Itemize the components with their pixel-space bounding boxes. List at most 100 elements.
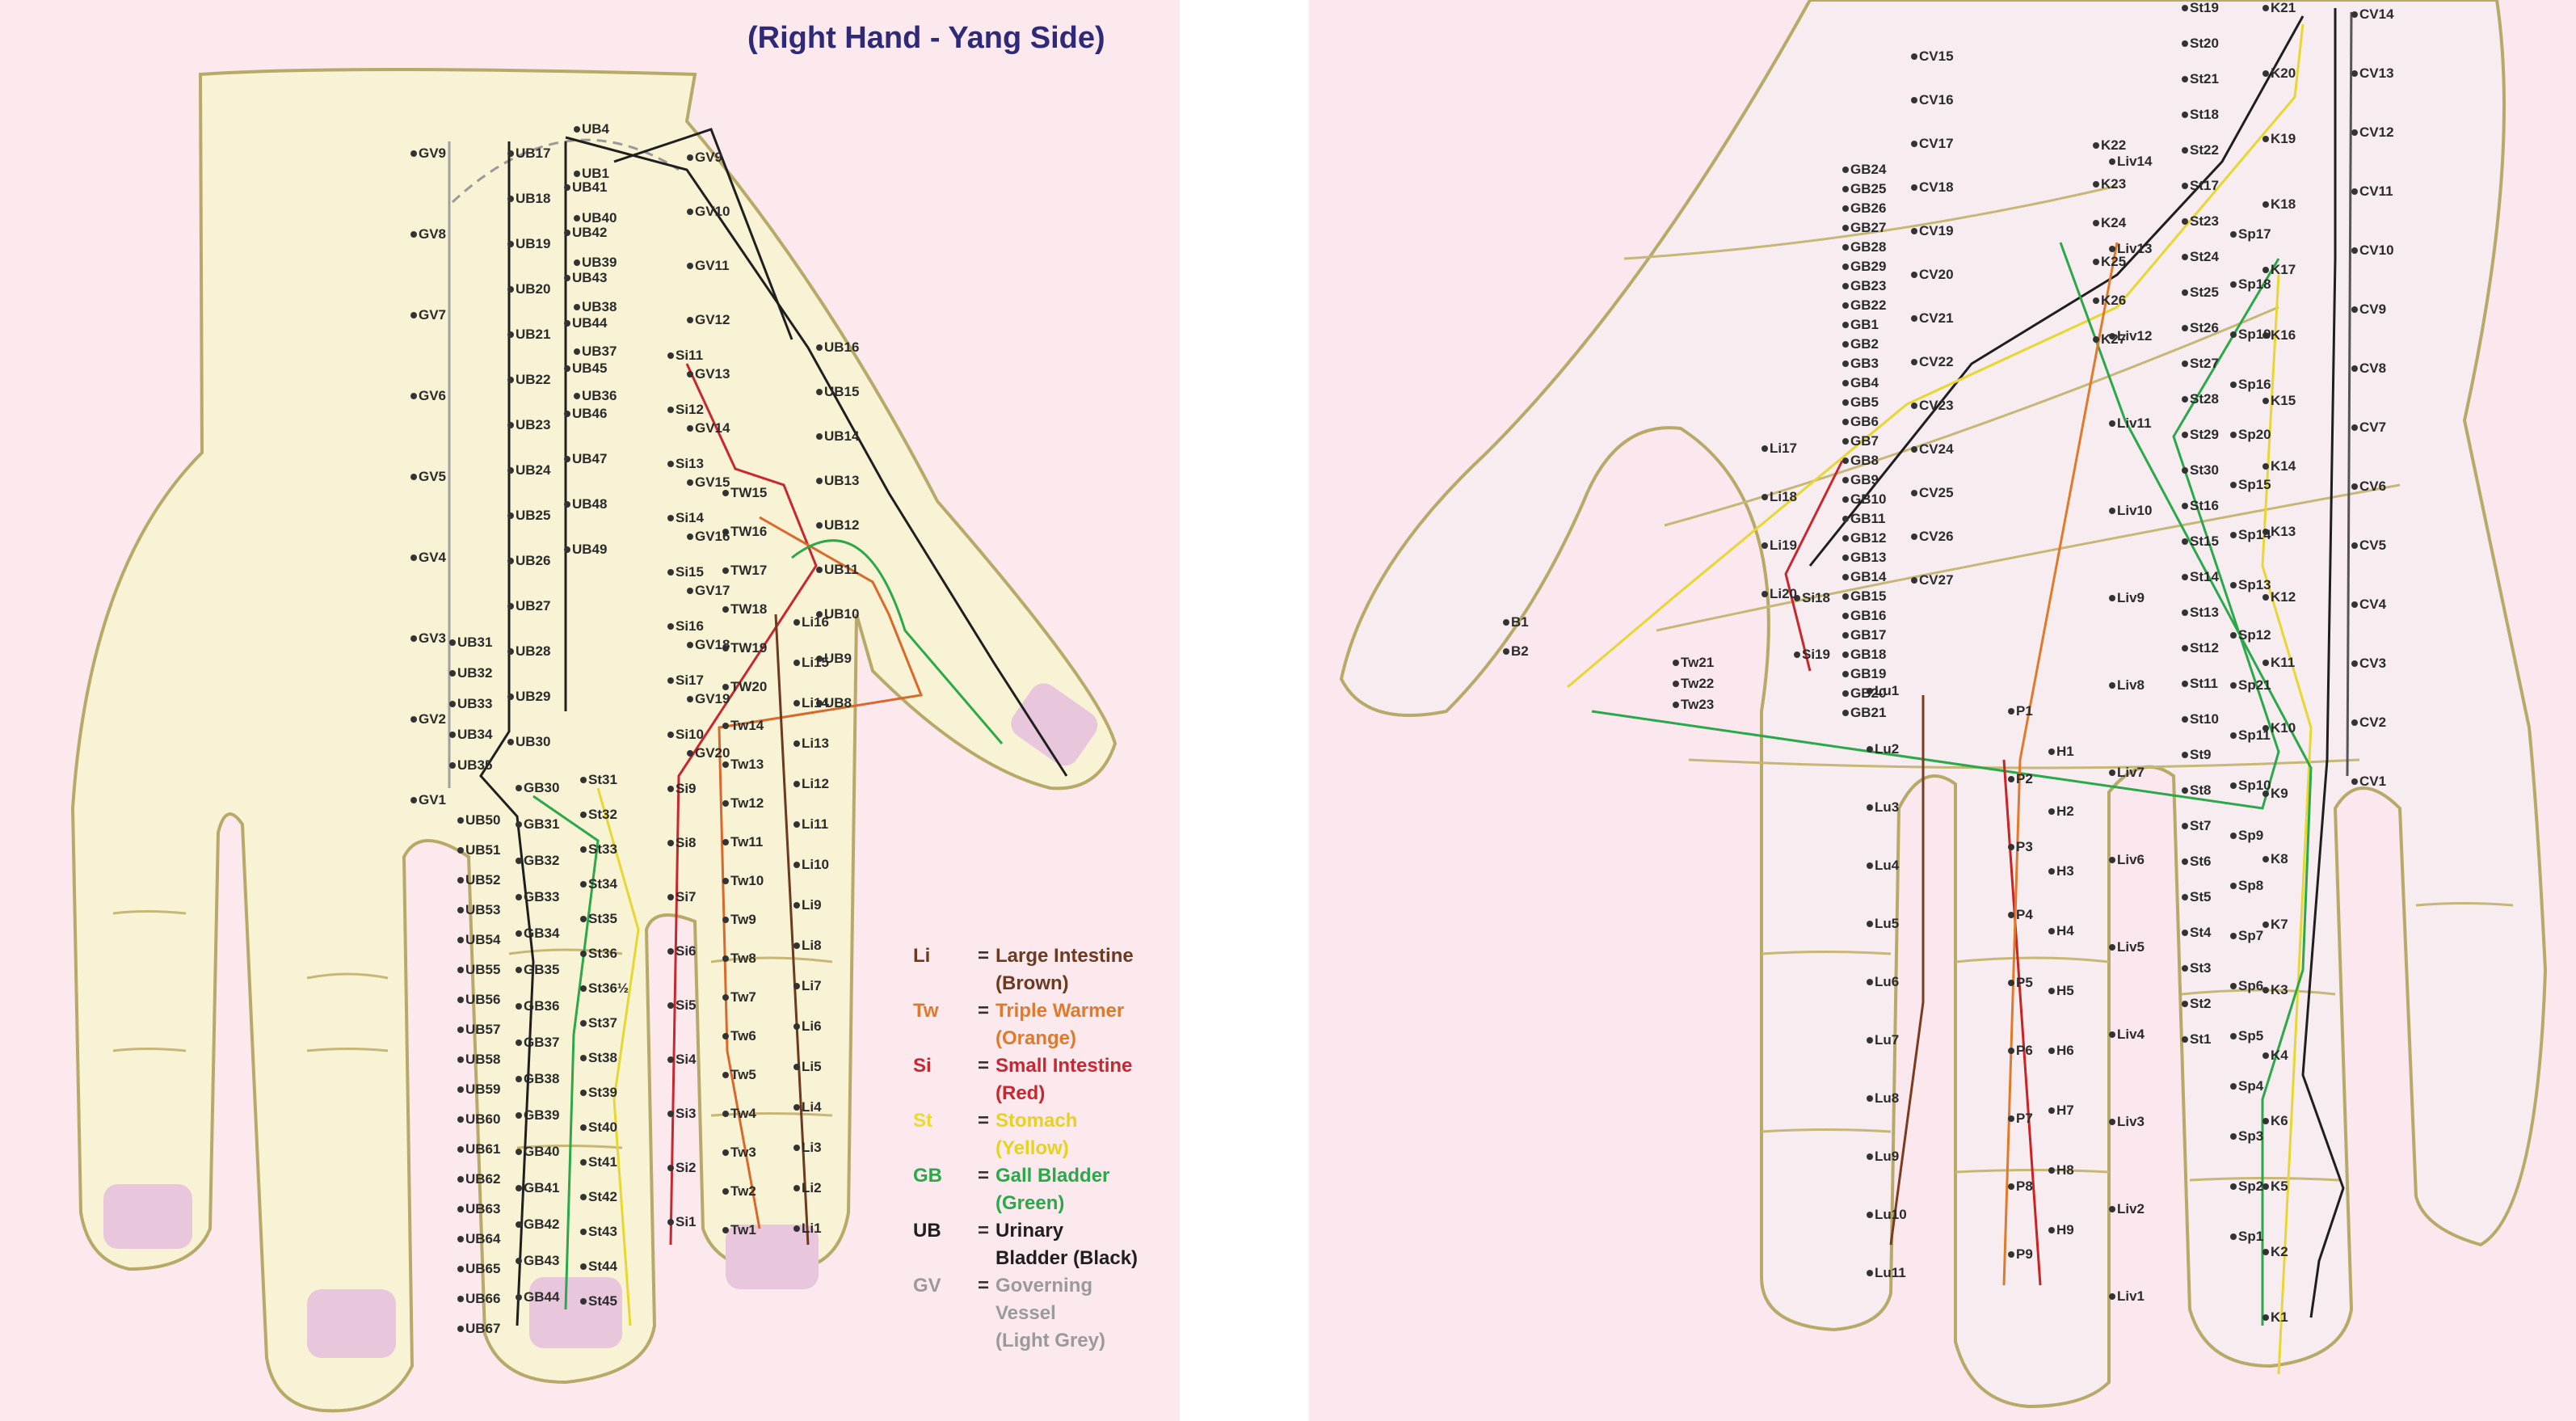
acupoint-marker	[507, 694, 514, 700]
acupoint-marker	[793, 1185, 800, 1191]
acupoint-marker	[564, 456, 570, 462]
acupoint-marker	[507, 467, 514, 474]
acupoint-marker	[1794, 595, 1800, 601]
acupoint-marker	[793, 781, 800, 787]
acupoint-label: GB17	[1850, 627, 1887, 643]
acupoint-marker	[449, 670, 456, 677]
acupoint-label: UB9	[824, 651, 852, 666]
acupoint-label: UB22	[516, 372, 551, 387]
legend-row: GV = Governing Vessel (Light Grey)	[913, 1272, 1189, 1355]
acupoint-label: UB45	[572, 361, 608, 376]
acupoint-marker	[1911, 53, 1917, 60]
acupoint-label: K11	[2271, 655, 2296, 670]
acupoint-marker	[2182, 1036, 2188, 1043]
acupoint-marker	[1842, 341, 1849, 348]
acupoint-marker	[722, 490, 729, 496]
acupoint-label: Si6	[676, 943, 697, 959]
acupoint-marker	[1673, 702, 1679, 708]
acupoint-marker	[722, 839, 729, 845]
acupoint-marker	[667, 786, 674, 792]
acupoint-marker	[1867, 979, 1873, 985]
acupoint-marker	[2048, 1167, 2055, 1174]
acupoint-marker	[2351, 129, 2358, 136]
acupoint-marker	[1842, 186, 1849, 192]
acupoint-label: UB28	[516, 643, 551, 659]
acupoint-label: P3	[2016, 839, 2033, 854]
acupoint-label: H5	[2056, 983, 2074, 998]
acupoint-marker	[816, 478, 823, 484]
acupoint-label: K5	[2271, 1179, 2288, 1194]
acupoint-label: K19	[2271, 131, 2296, 146]
acupoint-marker	[793, 1104, 800, 1111]
acupoint-label: CV1	[2359, 774, 2387, 789]
acupoint-label: Lu1	[1875, 683, 1900, 698]
acupoint-label: UB33	[457, 696, 493, 711]
acupoint-label: St9	[2190, 747, 2212, 762]
acupoint-marker	[507, 241, 514, 247]
acupoint-label: TW15	[730, 485, 768, 500]
acupoint-marker	[2262, 5, 2269, 11]
acupoint-label: Si5	[676, 997, 697, 1013]
acupoint-label: GB28	[1850, 239, 1887, 255]
acupoint-label: K26	[2101, 293, 2127, 308]
acupoint-label: GB13	[1850, 550, 1887, 565]
acupoint-label: UB52	[465, 872, 501, 888]
acupoint-marker	[793, 740, 800, 747]
acupoint-marker	[2182, 396, 2188, 403]
acupoint-label: H3	[2056, 863, 2074, 879]
acupoint-label: CV11	[2359, 183, 2393, 199]
right-hand-panel: CV14 CV13 CV12 CV11 CV10 CV9 CV8 CV7 CV6 CV5 CV4 CV…	[1309, 0, 2576, 1421]
acupoint-marker	[2351, 719, 2358, 726]
acupoint-marker	[2093, 181, 2099, 188]
acupoint-marker	[2048, 928, 2055, 934]
acupoint-marker	[2048, 808, 2055, 815]
acupoint-label: Si9	[676, 781, 697, 796]
acupoint-label: St5	[2190, 889, 2212, 904]
acupoint-marker	[2262, 660, 2269, 666]
acupoint-marker	[816, 656, 823, 662]
acupoint-label: CV15	[1919, 48, 1954, 64]
acupoint-marker	[1842, 264, 1849, 270]
acupoint-label: Tw6	[730, 1028, 756, 1044]
acupoint-label: GV10	[695, 204, 730, 219]
acupoint-marker	[2008, 980, 2014, 986]
acupoint-marker	[793, 902, 800, 909]
acupoint-marker	[2093, 336, 2099, 343]
acupoint-marker	[1842, 651, 1849, 658]
acupoint-label: Liv2	[2117, 1201, 2145, 1216]
acupoint-label: UB35	[457, 757, 493, 773]
acupoint-marker	[2182, 538, 2188, 545]
acupoint-marker	[2230, 1233, 2237, 1240]
acupoint-label: H1	[2056, 744, 2074, 759]
acupoint-label: GV4	[419, 550, 447, 565]
acupoint-marker	[2262, 1118, 2269, 1124]
acupoint-marker	[2351, 247, 2358, 254]
acupoint-marker	[1867, 1037, 1873, 1044]
acupoint-label: UB44	[572, 315, 608, 331]
acupoint-label: St7	[2190, 818, 2212, 833]
acupoint-label: K6	[2271, 1113, 2288, 1128]
acupoint-marker	[1911, 315, 1917, 322]
acupoint-label: Si16	[676, 618, 704, 634]
acupoint-marker	[793, 1145, 800, 1151]
acupoint-marker	[1842, 477, 1849, 483]
hand-outline	[1339, 0, 2548, 1409]
acupoint-label: Sp19	[2238, 327, 2271, 342]
acupoint-marker	[667, 623, 674, 630]
acupoint-label: K20	[2271, 65, 2296, 81]
acupoint-label: St45	[588, 1293, 617, 1309]
acupoint-marker	[1842, 361, 1849, 367]
acupoint-label: St8	[2190, 782, 2212, 798]
acupoint-label: UB38	[582, 299, 617, 314]
acupoint-marker	[457, 1176, 464, 1183]
acupoint-marker	[722, 1149, 729, 1156]
acupoint-label: St36½	[588, 980, 629, 996]
acupoint-label: Liv7	[2117, 765, 2145, 780]
acupoint-label: Tw10	[730, 873, 764, 888]
acupoint-label: Si4	[676, 1052, 697, 1067]
tw-meridian-line	[718, 516, 924, 1229]
acupoint-label: Sp16	[2238, 377, 2271, 392]
acupoint-label: K10	[2271, 720, 2296, 736]
acupoint-marker	[516, 1185, 522, 1191]
acupoint-marker	[457, 997, 464, 1003]
